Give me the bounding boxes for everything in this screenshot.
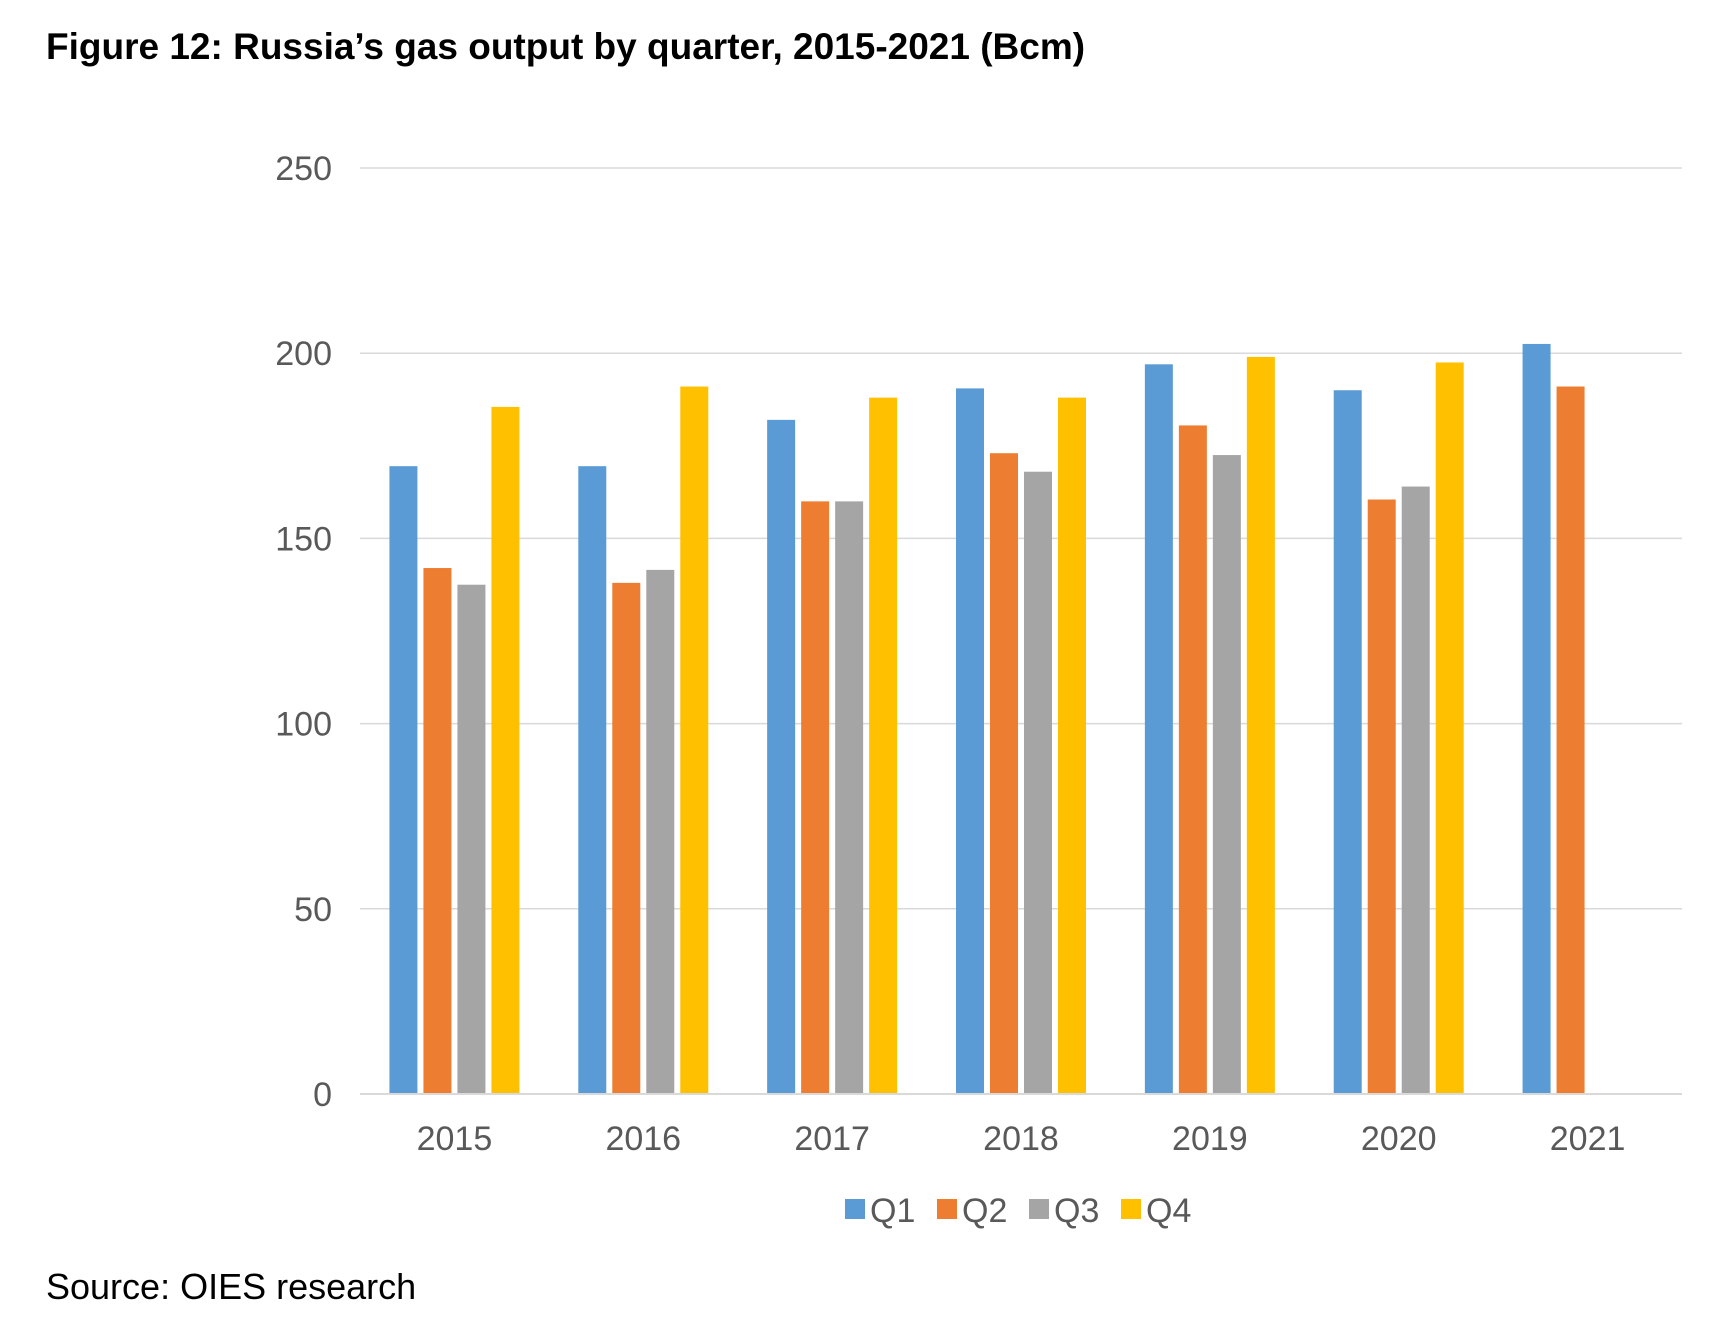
x-tick-label: 2020 bbox=[1361, 1120, 1437, 1158]
bar-q3-2019 bbox=[1212, 455, 1241, 1094]
legend-item-q4: Q4 bbox=[1121, 1192, 1191, 1230]
legend-swatch bbox=[845, 1199, 865, 1219]
y-tick-label: 100 bbox=[275, 706, 332, 744]
gridlines bbox=[360, 167, 1682, 910]
bar-q2-2015 bbox=[423, 568, 452, 1094]
legend-item-q3: Q3 bbox=[1029, 1192, 1099, 1230]
bar-q4-2018 bbox=[1058, 397, 1086, 1094]
bar-q1-2017 bbox=[767, 419, 796, 1094]
bar-q3-2018 bbox=[1024, 471, 1052, 1094]
x-tick-label: 2015 bbox=[417, 1120, 493, 1158]
bar-chart: 0 50 100 150 200 250 2015 2016 2017 2018 2019 2020… bbox=[275, 150, 1682, 1230]
x-tick-label: 2019 bbox=[1172, 1120, 1248, 1158]
bar-q4-2016 bbox=[680, 386, 709, 1094]
x-tick-label: 2017 bbox=[794, 1120, 870, 1158]
bar-q2-2018 bbox=[990, 453, 1018, 1094]
bar-q3-2016 bbox=[646, 569, 675, 1094]
legend-item-q1: Q1 bbox=[845, 1192, 915, 1230]
bar-q1-2018 bbox=[956, 388, 984, 1094]
bar-q3-2015 bbox=[457, 584, 486, 1094]
bar-q2-2019 bbox=[1178, 425, 1207, 1095]
figure-title: Figure 12: Russia’s gas output by quarte… bbox=[46, 26, 1086, 67]
bar-q1-2021 bbox=[1522, 343, 1551, 1094]
bar-q4-2015 bbox=[491, 406, 520, 1095]
y-tick-label: 0 bbox=[313, 1076, 332, 1114]
legend-item-q2: Q2 bbox=[937, 1192, 1007, 1230]
y-tick-label: 50 bbox=[294, 891, 332, 929]
bars bbox=[389, 343, 1585, 1095]
bar-q1-2015 bbox=[389, 466, 418, 1094]
bar-q1-2016 bbox=[578, 466, 607, 1094]
x-axis-tick-labels: 2015 2016 2017 2018 2019 2020 2021 bbox=[417, 1120, 1626, 1158]
bar-q1-2020 bbox=[1333, 390, 1362, 1094]
legend-swatch bbox=[937, 1199, 957, 1219]
bar-q2-2021 bbox=[1556, 386, 1585, 1094]
x-tick-label: 2016 bbox=[605, 1120, 681, 1158]
legend: Q1 Q2 Q3 Q4 bbox=[845, 1192, 1191, 1230]
y-axis-tick-labels: 0 50 100 150 200 250 bbox=[275, 150, 332, 1114]
legend-label: Q4 bbox=[1146, 1192, 1191, 1230]
bar-q2-2016 bbox=[612, 582, 641, 1094]
bar-q4-2019 bbox=[1246, 356, 1275, 1094]
legend-label: Q2 bbox=[962, 1192, 1007, 1230]
y-tick-label: 200 bbox=[275, 335, 332, 373]
x-tick-label: 2021 bbox=[1550, 1120, 1626, 1158]
source-note: Source: OIES research bbox=[46, 1266, 417, 1307]
bar-q2-2017 bbox=[801, 501, 830, 1094]
bar-q3-2017 bbox=[835, 501, 864, 1094]
bar-q4-2017 bbox=[869, 397, 898, 1094]
y-tick-label: 250 bbox=[275, 150, 332, 188]
legend-swatch bbox=[1121, 1199, 1141, 1219]
bar-q2-2020 bbox=[1367, 499, 1396, 1094]
x-tick-label: 2018 bbox=[983, 1120, 1059, 1158]
legend-label: Q1 bbox=[870, 1192, 915, 1230]
legend-label: Q3 bbox=[1054, 1192, 1099, 1230]
legend-swatch bbox=[1029, 1199, 1049, 1219]
bar-q1-2019 bbox=[1144, 364, 1173, 1094]
bar-q3-2020 bbox=[1401, 486, 1430, 1094]
y-tick-label: 150 bbox=[275, 520, 332, 558]
bar-q4-2020 bbox=[1435, 362, 1464, 1095]
